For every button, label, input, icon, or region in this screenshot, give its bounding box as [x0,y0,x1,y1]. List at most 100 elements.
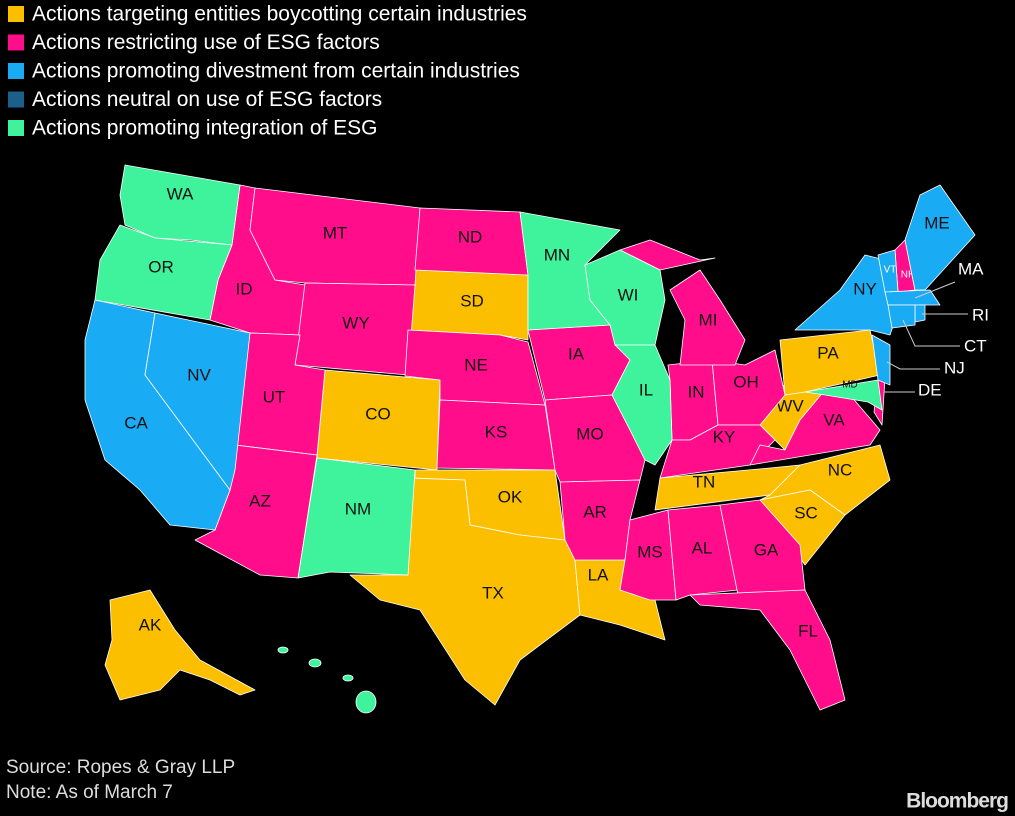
state-shape [749,389,881,466]
state: KY [659,424,776,479]
state-label: MT [323,223,348,242]
state-shape [297,457,416,579]
state-label: CO [365,404,391,423]
leader-line [902,319,960,347]
state-label: OH [733,372,759,391]
state: VA [749,389,881,466]
state-label: ME [924,213,950,232]
state-shape [871,334,891,386]
state-label: WV [776,396,804,415]
state-label: IA [568,344,585,363]
legend-label: Actions targeting entities boycotting ce… [32,3,527,26]
state-label: CA [124,413,148,432]
state: AL [667,504,739,601]
state-label: LA [588,565,609,584]
state-label: ND [458,227,483,246]
state: NJ [871,334,965,386]
legend-label: Actions neutral on use of ESG factors [32,88,382,111]
legend-swatch [8,34,24,51]
state-label: MN [544,245,570,264]
state-shape [779,329,881,396]
state: FL [689,589,846,711]
state: MT [249,187,421,286]
state-shape [884,289,941,306]
state-shape [611,344,673,466]
state-label: NV [187,365,211,384]
state-label: AL [692,538,713,557]
state-label: TX [482,583,504,602]
state-label: KY [713,427,736,446]
state: SD [407,269,529,341]
state: IL [611,344,673,466]
state-shape [719,499,806,596]
state-label: NM [345,499,371,518]
brand: Bloomberg [906,790,1008,813]
state: AZ [194,444,318,579]
state: NM [297,457,416,579]
state: MA [884,259,984,306]
state: SC [759,489,846,566]
state: MD [804,379,883,411]
state: TN [654,464,801,511]
state-label: VA [823,410,845,429]
state: NY [794,254,896,336]
state-label: TN [693,472,716,491]
us-map: SD CO OK TX LA TN NC SC WV PA AK ID MT W… [84,164,989,714]
state [277,646,377,714]
state-shape [904,184,976,291]
state: DE [873,377,942,426]
state-label: AZ [249,491,271,510]
state-label: GA [754,540,779,559]
island [277,646,289,654]
state-label: MS [637,542,663,561]
state-label: AK [139,615,162,634]
state-label: NH [901,270,915,281]
state-label: OK [498,487,523,506]
state: IN [667,359,719,441]
legend: Actions targeting entities boycotting ce… [8,3,527,140]
source: Source: Ropes & Gray LLP [6,757,235,778]
state-shape [94,224,233,321]
state: PA [779,329,881,396]
state-shape [804,379,883,411]
state: OR [94,224,233,321]
state-label: AR [583,502,607,521]
leader-line [886,361,940,370]
state-label: NC [828,460,853,479]
state-shape [349,477,581,706]
state: CO [316,369,441,471]
state-label: MA [958,259,984,278]
legend-swatch [8,6,24,22]
state: ND [414,207,529,276]
state: NV [144,312,251,491]
legend-swatch [8,120,24,136]
state-label: MD [842,380,858,391]
state: GA [719,499,806,596]
state-label: IL [639,380,653,399]
state: RI [914,304,989,324]
state-label: SD [460,291,484,310]
state: OH [711,349,786,426]
legend-label: Actions promoting integration of ESG [32,117,378,140]
state: CT [887,304,987,355]
island [308,658,322,668]
state: WY [294,282,416,376]
state-label: VT [884,265,897,276]
state-label: NY [853,279,877,298]
state-label: PA [817,343,839,362]
state: MI [619,239,746,366]
state-label: ID [236,279,253,298]
state-label: MO [576,424,603,443]
state-label: DE [918,380,942,399]
state-label: FL [798,621,818,640]
island [342,674,354,682]
state: MN [519,211,621,331]
note: Note: As of March 7 [6,782,173,803]
state: TX [349,477,581,706]
state-label: WI [618,285,639,304]
state-label: MI [699,310,718,329]
state-label: IN [688,382,705,401]
state-label: SC [794,503,818,522]
legend-label: Actions restricting use of ESG factors [32,31,380,54]
